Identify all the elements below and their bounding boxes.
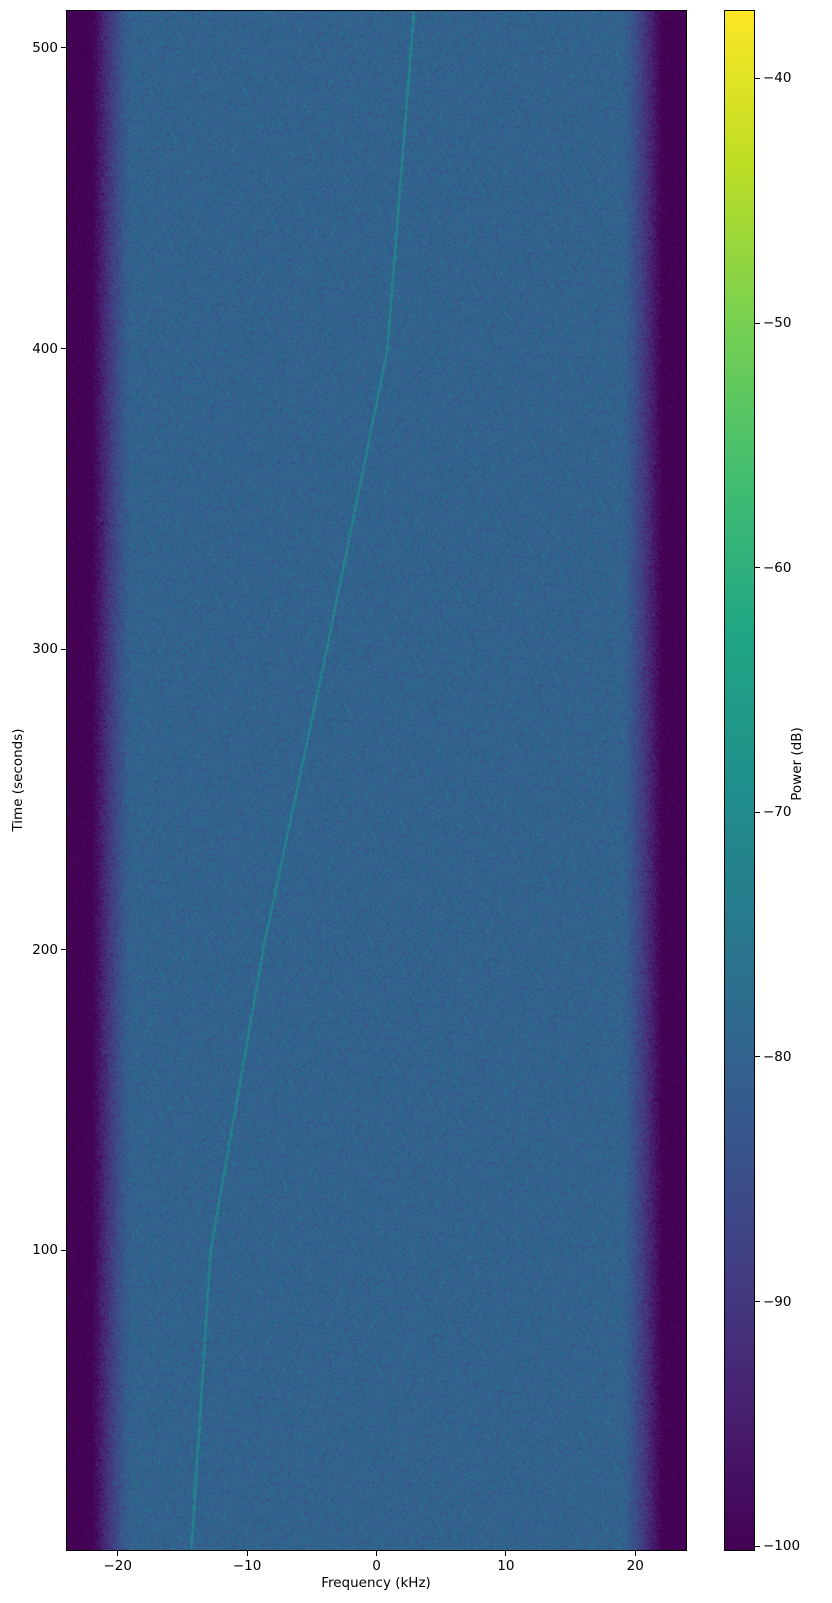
- x-tick: [246, 1551, 248, 1556]
- x-tick-label: 0: [372, 1558, 381, 1574]
- x-tick: [117, 1551, 119, 1556]
- colorbar-tick: [755, 567, 760, 569]
- y-tick: [61, 348, 66, 349]
- y-tick-label: 400: [32, 340, 58, 357]
- colorbar-tick-label: −100: [763, 1538, 801, 1555]
- y-tick-label: 300: [32, 641, 58, 658]
- y-tick: [61, 648, 66, 650]
- colorbar: [724, 10, 755, 1551]
- colorbar-tick: [755, 1301, 760, 1302]
- colorbar-tick-label: −50: [763, 315, 792, 332]
- colorbar-tick: [755, 811, 760, 813]
- x-tick: [505, 1551, 507, 1556]
- y-tick: [61, 949, 66, 951]
- colorbar-tick: [755, 322, 760, 324]
- colorbar-label: Power (dB): [789, 727, 805, 801]
- x-tick: [376, 1551, 377, 1556]
- y-tick: [61, 1249, 66, 1251]
- x-tick-label: 10: [497, 1558, 515, 1574]
- colorbar-tick-label: −60: [763, 559, 792, 576]
- x-axis-label: Frequency (kHz): [321, 1575, 431, 1591]
- colorbar-tick-label: −70: [763, 804, 792, 821]
- x-tick-label: −20: [103, 1558, 133, 1574]
- x-tick-label: −10: [232, 1558, 262, 1574]
- colorbar-tick: [755, 1545, 760, 1547]
- colorbar-tick-label: −40: [763, 70, 792, 87]
- y-tick-label: 200: [32, 941, 58, 958]
- x-tick: [634, 1551, 636, 1556]
- colorbar-tick-label: −80: [763, 1048, 792, 1065]
- spectrogram-plot-area: [66, 10, 687, 1551]
- y-tick-label: 100: [32, 1242, 58, 1259]
- spectrogram-heatmap: [67, 11, 686, 1550]
- colorbar-gradient: [725, 11, 754, 1550]
- x-tick-label: 20: [626, 1558, 644, 1574]
- colorbar-tick-label: −90: [763, 1293, 792, 1310]
- y-tick-label: 500: [32, 39, 58, 56]
- y-tick: [61, 47, 66, 49]
- colorbar-tick: [755, 1056, 760, 1058]
- y-axis-label: Time (seconds): [10, 728, 26, 832]
- colorbar-tick: [755, 77, 760, 79]
